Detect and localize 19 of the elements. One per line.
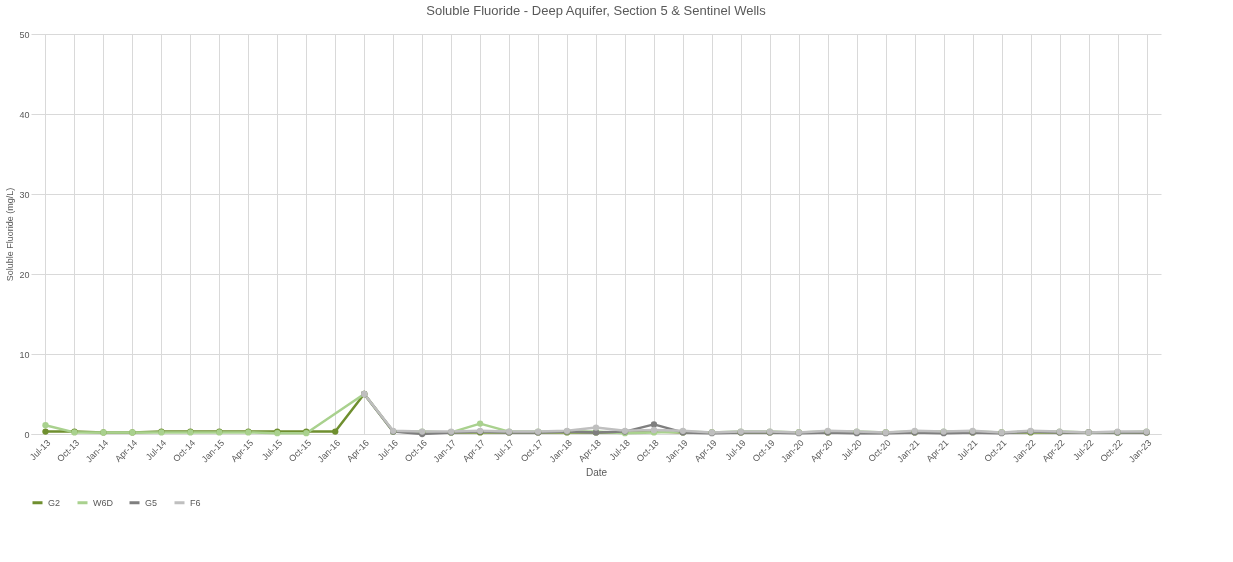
legend-label: F6 bbox=[190, 497, 201, 508]
chart-title: Soluble Fluoride - Deep Aquifer, Section 5 & Sentinel Wells bbox=[426, 3, 767, 18]
y-tick-label: 20 bbox=[19, 269, 30, 280]
point bbox=[42, 428, 49, 435]
y-tick-label: 10 bbox=[19, 349, 30, 360]
point bbox=[650, 421, 658, 428]
y-tick-label: 0 bbox=[24, 429, 30, 440]
point bbox=[592, 424, 600, 431]
point bbox=[42, 422, 49, 429]
legend-label: G5 bbox=[145, 497, 158, 508]
y-tick-label: 40 bbox=[19, 109, 30, 120]
point bbox=[332, 428, 339, 435]
x-axis-title: Date bbox=[585, 467, 608, 479]
y-axis-title: Soluble Fluoride (mg/L) bbox=[5, 187, 16, 282]
y-tick-label: 50 bbox=[19, 29, 30, 40]
legend-label: G2 bbox=[48, 497, 61, 508]
legend-label: W6D bbox=[93, 497, 114, 508]
point bbox=[476, 420, 484, 427]
y-tick-label: 30 bbox=[19, 189, 30, 200]
